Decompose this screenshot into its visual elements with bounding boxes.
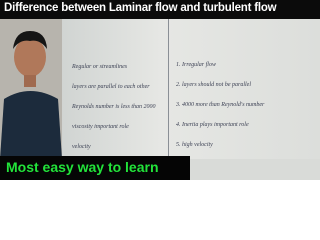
note-line: Reynolds number is less than 2000 <box>72 104 156 110</box>
note-line: 2. layers should not be parallel <box>176 82 251 88</box>
note-line: 4. Inertia plays important role <box>176 122 249 128</box>
divider <box>168 19 169 159</box>
thumbnail: Regular or streamlines layers are paralle… <box>0 0 320 180</box>
note-line: velocity <box>72 144 91 150</box>
note-line: 5. high velocity <box>176 142 213 148</box>
notebook-page <box>55 19 320 159</box>
title: Difference between Laminar flow and turb… <box>4 2 277 14</box>
note-line: 3. 4000 more than Reynold's number <box>176 102 265 108</box>
presenter <box>0 19 62 159</box>
note-line: Regular or streamlines <box>72 64 128 70</box>
title-bar <box>0 0 320 19</box>
note-line: 1. Irregular flow <box>176 62 216 68</box>
caption-bar <box>0 156 190 180</box>
note-line: viscosity important role <box>72 124 129 130</box>
caption: Most easy way to learn <box>6 159 159 175</box>
note-line: layers are parallel to each other <box>72 84 150 90</box>
